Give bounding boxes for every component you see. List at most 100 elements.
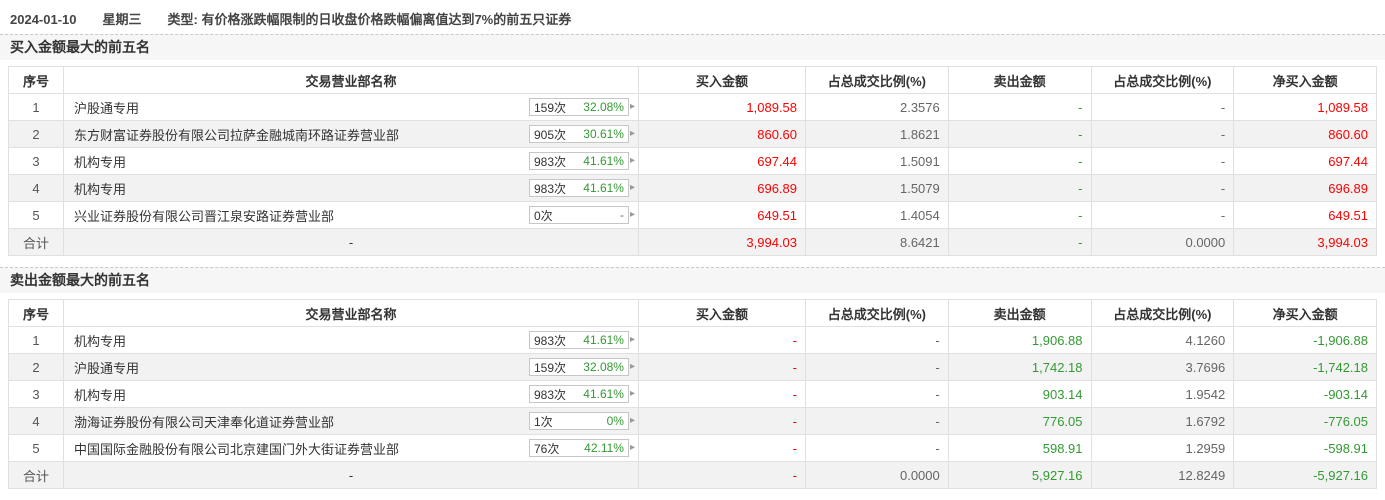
- sell-amount-cell: -: [947, 228, 1092, 256]
- trade-stats-badge[interactable]: 159次 32.08% ▸: [528, 358, 635, 376]
- badge-box: 983次 41.61%: [528, 152, 629, 170]
- sell-table-wrap: 序号 交易营业部名称 买入金额 占总成交比例(%) 卖出金额 占总成交比例(%)…: [0, 293, 1385, 500]
- branch-name: 中国国际金融股份有限公司北京建国门外大街证券营业部: [74, 441, 400, 457]
- branch-name-row: 机构专用 983次 41.61% ▸: [74, 331, 635, 350]
- rank-cell: 合计: [8, 461, 64, 489]
- table-row: 5 兴业证券股份有限公司晋江泉安路证券营业部 0次 - ▸ 649.51 1.4054- -6…: [8, 201, 1377, 229]
- badge-win-rate: 42.11%: [584, 441, 624, 455]
- rank-cell: 4: [8, 407, 64, 435]
- sell-ratio-cell: -: [1090, 174, 1235, 202]
- badge-appearance-count: 159次: [533, 360, 566, 375]
- buy-ratio-cell: -: [805, 434, 949, 462]
- buy-ratio-cell: 0.0000: [805, 461, 949, 489]
- sell-amount-cell: -: [947, 93, 1092, 121]
- buy-amount-cell: 1,089.58: [638, 93, 806, 121]
- badge-win-rate: 41.61%: [583, 387, 624, 401]
- col-header-net-amount: 净买入金额: [1233, 66, 1377, 94]
- trade-stats-badge[interactable]: 983次 41.61% ▸: [528, 385, 635, 403]
- trade-stats-badge[interactable]: 0次 - ▸: [528, 206, 635, 224]
- trade-stats-badge[interactable]: 76次 42.11% ▸: [528, 439, 635, 457]
- net-amount-cell: 696.89: [1233, 174, 1377, 202]
- sell-amount-cell: 903.14: [947, 380, 1092, 408]
- badge-box: 983次 41.61%: [528, 331, 629, 349]
- branch-name: 机构专用: [74, 333, 127, 349]
- trade-stats-badge[interactable]: 983次 41.61% ▸: [528, 179, 635, 197]
- badge-box: 905次 30.61%: [528, 125, 629, 143]
- trade-stats-badge[interactable]: 905次 30.61% ▸: [528, 125, 635, 143]
- rank-cell: 4: [8, 174, 64, 202]
- rank-cell: 5: [8, 434, 64, 462]
- sell-amount-cell: 5,927.16: [947, 461, 1092, 489]
- col-header-buy-amount: 买入金额: [638, 299, 806, 327]
- trade-stats-badge[interactable]: 983次 41.61% ▸: [528, 152, 635, 170]
- branch-name-cell: 机构专用 983次 41.61% ▸: [63, 380, 639, 408]
- badge-appearance-count: 0次: [533, 208, 553, 223]
- branch-name-row: 东方财富证券股份有限公司拉萨金融城南环路证券营业部 905次 30.61% ▸: [74, 125, 635, 144]
- badge-box: 983次 41.61%: [528, 385, 629, 403]
- sell-ratio-cell: 4.1260: [1090, 326, 1235, 354]
- buy-ratio-cell: 1.5079: [805, 174, 949, 202]
- table-row: 4 机构专用 983次 41.61% ▸ 696.89 1.5079- -696.89: [8, 174, 1377, 202]
- col-header-rank: 序号: [8, 299, 64, 327]
- net-amount-cell: -776.05: [1233, 407, 1377, 435]
- report-header: 2024-01-10 星期三 类型: 有价格涨跌幅限制的日收盘价格跌幅偏离值达到7%…: [0, 0, 1385, 34]
- badge-win-rate: 41.61%: [583, 181, 624, 195]
- sell-amount-cell: 1,742.18: [947, 353, 1092, 381]
- rank-cell: 合计: [8, 228, 64, 256]
- buy-amount-cell: -: [638, 326, 806, 354]
- branch-name-cell: 机构专用 983次 41.61% ▸: [63, 326, 639, 354]
- sell-ratio-cell: -: [1090, 120, 1235, 148]
- branch-name: 渤海证券股份有限公司天津奉化道证券营业部: [74, 414, 335, 430]
- sell-amount-cell: 776.05: [947, 407, 1092, 435]
- badge-appearance-count: 905次: [533, 127, 566, 142]
- branch-name-cell: 兴业证券股份有限公司晋江泉安路证券营业部 0次 - ▸: [63, 201, 639, 229]
- badge-appearance-count: 983次: [533, 181, 566, 196]
- sell-amount-cell: 598.91: [947, 434, 1092, 462]
- branch-name-cell: 中国国际金融股份有限公司北京建国门外大街证券营业部 76次 42.11% ▸: [63, 434, 639, 462]
- table-row: 4 渤海证券股份有限公司天津奉化道证券营业部 1次 0% ▸ - -776.05 1.6792…: [8, 407, 1377, 435]
- col-header-buy-ratio: 占总成交比例(%): [805, 66, 949, 94]
- table-row: 3 机构专用 983次 41.61% ▸ 697.44 1.5091- -697.44: [8, 147, 1377, 175]
- total-row: 合计 -3,994.03 8.6421-0.0000 3,994.03: [8, 228, 1377, 256]
- rank-cell: 2: [8, 120, 64, 148]
- badge-win-rate: 0%: [606, 414, 624, 428]
- rank-cell: 1: [8, 326, 64, 354]
- table-row: 2 东方财富证券股份有限公司拉萨金融城南环路证券营业部 905次 30.61% ▸ 860…: [8, 120, 1377, 148]
- branch-name-row: 机构专用 983次 41.61% ▸: [74, 179, 635, 198]
- branch-name: 沪股通专用: [74, 100, 140, 116]
- badge-win-rate: 41.61%: [583, 333, 624, 347]
- branch-name-row: 渤海证券股份有限公司天津奉化道证券营业部 1次 0% ▸: [74, 412, 635, 431]
- chevron-right-icon: ▸: [629, 182, 635, 193]
- badge-box: 983次 41.61%: [528, 179, 629, 197]
- badge-win-rate: -: [619, 208, 624, 222]
- net-amount-cell: 649.51: [1233, 201, 1377, 229]
- rank-cell: 3: [8, 380, 64, 408]
- branch-name-cell: 东方财富证券股份有限公司拉萨金融城南环路证券营业部 905次 30.61% ▸: [63, 120, 639, 148]
- report-type-label: 类型: 有价格涨跌幅限制的日收盘价格跌幅偏离值达到7%的前五只证券: [167, 12, 572, 27]
- report-weekday: 星期三: [102, 12, 142, 27]
- table-row: 1 沪股通专用 159次 32.08% ▸ 1,089.58 2.3576- -1,089.5…: [8, 93, 1377, 121]
- trade-stats-badge[interactable]: 159次 32.08% ▸: [528, 98, 635, 116]
- sell-amount-cell: -: [947, 201, 1092, 229]
- chevron-right-icon: ▸: [629, 101, 635, 112]
- branch-name-row: 中国国际金融股份有限公司北京建国门外大街证券营业部 76次 42.11% ▸: [74, 439, 635, 458]
- table-row: 5 中国国际金融股份有限公司北京建国门外大街证券营业部 76次 42.11% ▸ - -59…: [8, 434, 1377, 462]
- sell-amount-cell: -: [947, 120, 1092, 148]
- table-row: 3 机构专用 983次 41.61% ▸ - -903.14 1.9542 -903.14: [8, 380, 1377, 408]
- branch-name-row: 沪股通专用 159次 32.08% ▸: [74, 358, 635, 377]
- rank-cell: 1: [8, 93, 64, 121]
- col-header-sell-amount: 卖出金额: [947, 299, 1092, 327]
- net-amount-cell: -1,742.18: [1233, 353, 1377, 381]
- trade-stats-badge[interactable]: 983次 41.61% ▸: [528, 331, 635, 349]
- buy-ratio-cell: 1.5091: [805, 147, 949, 175]
- badge-box: 159次 32.08%: [528, 358, 629, 376]
- buy-amount-cell: -: [638, 407, 806, 435]
- rank-cell: 5: [8, 201, 64, 229]
- badge-box: 76次 42.11%: [528, 439, 629, 457]
- chevron-right-icon: ▸: [629, 442, 635, 453]
- buy-amount-cell: 697.44: [638, 147, 806, 175]
- branch-name-row: 兴业证券股份有限公司晋江泉安路证券营业部 0次 - ▸: [74, 206, 635, 225]
- net-amount-cell: -5,927.16: [1233, 461, 1377, 489]
- badge-box: 1次 0%: [528, 412, 629, 430]
- trade-stats-badge[interactable]: 1次 0% ▸: [528, 412, 635, 430]
